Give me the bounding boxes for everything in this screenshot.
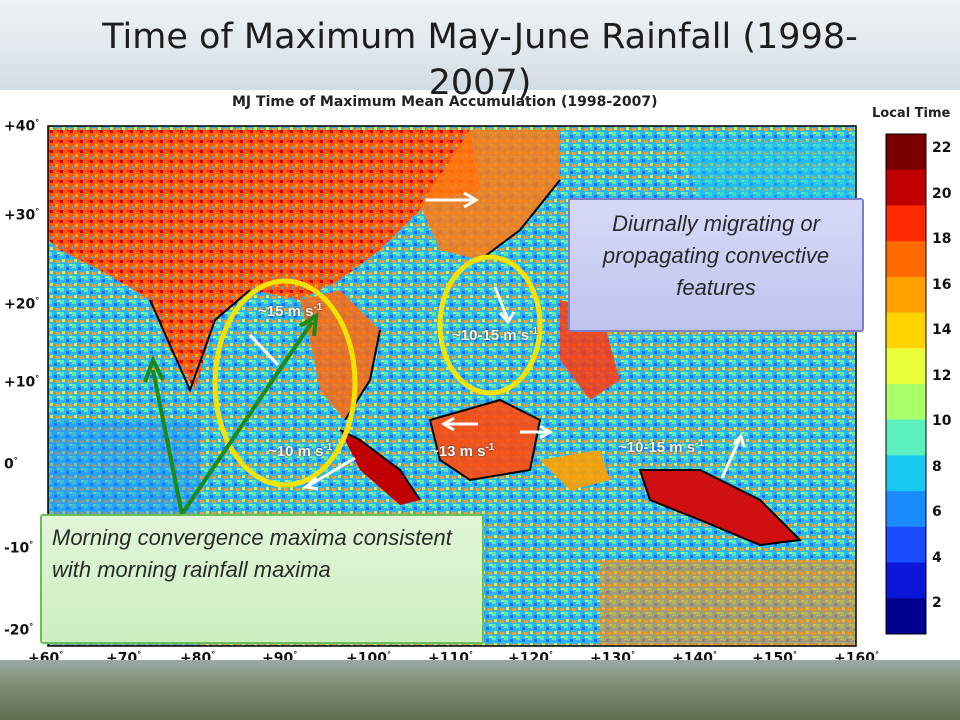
colorbar-tick-label: 10 (932, 413, 952, 429)
wind-arrow-scs (493, 286, 516, 325)
colorbar-band (886, 348, 926, 385)
lat-tick-label: +40° (4, 118, 40, 135)
colorbar-band (886, 598, 926, 635)
green-arrow-west-ghats (143, 354, 184, 515)
colorbar-band (886, 276, 926, 314)
callout-morning-convergence: Morning convergence maxima consistent wi… (40, 514, 484, 644)
callout-convective-features-text: Diurnally migrating or propagating conve… (602, 211, 830, 300)
colorbar-tick-label: 8 (932, 458, 942, 475)
slide-background-bottom (0, 660, 960, 720)
colorbar-band (886, 205, 926, 242)
ellipse-south-china-sea (437, 254, 543, 396)
lat-tick-label: +10° (4, 374, 40, 391)
green-arrows (143, 312, 319, 516)
colorbar-tick-label: 22 (932, 140, 952, 156)
colorbar-band (886, 384, 926, 421)
wind-arrow-north-east (720, 432, 746, 479)
colorbar-tick-label: 2 (932, 595, 942, 611)
wind-arrow-west (441, 416, 478, 432)
callout-morning-convergence-text: Morning convergence maxima consistent wi… (52, 525, 452, 582)
wind-arrows (248, 191, 746, 491)
speed-label-borneo: ~13 m s-1 (430, 442, 495, 460)
colorbar-tick-label: 6 (932, 504, 942, 520)
colorbar-tick-label: 4 (932, 549, 942, 566)
slide-background-top (0, 0, 960, 95)
lat-tick-label: +20° (4, 296, 40, 313)
colorbar (886, 134, 926, 635)
colorbar-band (886, 419, 926, 456)
lat-tick-label: +30° (4, 207, 40, 224)
colorbar-band (886, 169, 926, 206)
green-arrow-bengal (180, 312, 319, 516)
lat-tick-label: -10° (4, 540, 34, 557)
map-frame (47, 125, 857, 647)
wind-arrow-east-north (425, 191, 479, 209)
colorbar-frame (885, 133, 927, 635)
colorbar-band (886, 526, 926, 564)
colorbar-tick-label: 16 (932, 276, 952, 293)
colorbar-tick-label: 20 (932, 185, 952, 202)
wind-line-bengal (248, 333, 280, 367)
lat-tick-label: 0° (4, 456, 18, 473)
rainfall-time-field (48, 126, 856, 646)
colorbar-band (886, 241, 926, 278)
speed-label-bengal: ~15 m s-1 (258, 302, 323, 320)
wind-arrow-east (520, 424, 553, 440)
colorbar-tick-label: 12 (932, 367, 952, 384)
speed-label-new-guinea: ~10-15 m s-1 (618, 438, 705, 456)
colorbar-band (886, 562, 926, 599)
colorbar-tick-label: 18 (932, 231, 952, 247)
colorbar-tick-label: 14 (932, 322, 952, 338)
colorbar-band (886, 491, 926, 528)
colorbar-band (886, 134, 926, 171)
colorbar-band (886, 312, 926, 349)
ellipse-bay-of-bengal (212, 278, 358, 488)
map-title: MJ Time of Maximum Mean Accumulation (19… (232, 94, 658, 110)
slide-title: Time of Maximum May-June Rainfall (1998-… (102, 17, 858, 103)
wind-arrow-equator-west (302, 456, 356, 491)
speed-label-scs: ~10-15 m s-1 (452, 326, 539, 344)
lat-tick-label: -20° (4, 622, 34, 639)
colorbar-band (886, 455, 926, 492)
speed-label-equator-west: ~10 m s-1 (268, 442, 333, 460)
colorbar-title: Local Time (872, 106, 951, 121)
callout-convective-features: Diurnally migrating or propagating conve… (568, 198, 864, 332)
